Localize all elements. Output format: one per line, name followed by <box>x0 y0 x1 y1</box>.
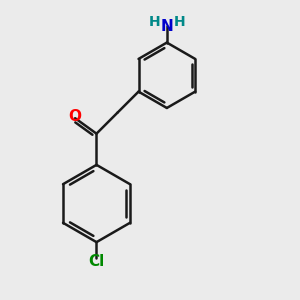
Text: H: H <box>148 15 160 29</box>
Text: Cl: Cl <box>88 254 105 269</box>
Text: H: H <box>173 15 185 29</box>
Text: O: O <box>68 109 81 124</box>
Text: N: N <box>161 19 174 34</box>
